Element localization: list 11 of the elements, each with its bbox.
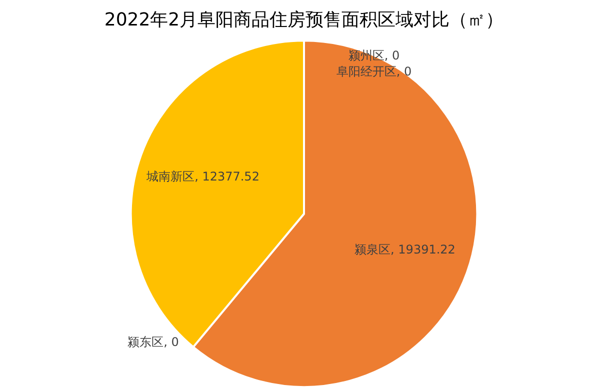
slice-label: 城南新区 <box>146 169 195 184</box>
category-label: 阜阳经开区 <box>336 64 396 79</box>
data-label: , 12377.52 <box>194 169 260 184</box>
category-label: 颍东区 <box>128 335 164 350</box>
chart-title: 2022年2月阜阳商品住房预售面积区域对比（㎡） <box>104 9 504 30</box>
text: , 0 <box>396 64 412 79</box>
data-label: , 19391.22 <box>390 242 456 256</box>
category-label: 颍州区 <box>348 48 384 63</box>
text: , 0 <box>384 48 400 63</box>
slice-label: 颍泉区 <box>354 242 391 256</box>
text: , 0 <box>164 335 179 350</box>
